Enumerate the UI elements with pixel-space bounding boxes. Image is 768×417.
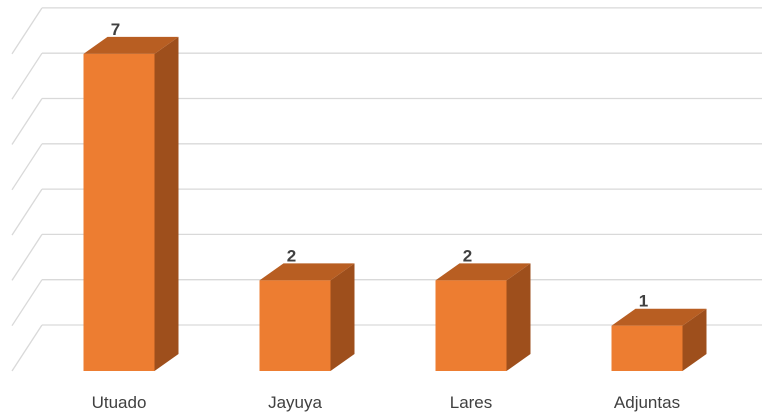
data-label: 2 (287, 246, 296, 265)
gridline-depth (11, 98, 43, 145)
bar (611, 308, 707, 371)
bars: 7 2 2 1 (83, 20, 707, 372)
category-label: Utuado (92, 393, 147, 412)
bar-top (83, 36, 179, 54)
bar (259, 263, 355, 371)
bar (435, 263, 531, 371)
gridline-depth (11, 52, 43, 100)
category-label: Lares (450, 393, 493, 412)
data-label: 7 (111, 20, 120, 39)
bar-front (83, 53, 155, 372)
bar-front (259, 280, 331, 371)
gridline-depth (11, 234, 43, 281)
bar-side (506, 263, 531, 371)
gridline-depth (11, 188, 43, 236)
bar-top (259, 263, 355, 281)
category-label: Jayuya (268, 393, 322, 412)
bar-front (435, 280, 507, 371)
bar (83, 36, 179, 372)
bar-side (682, 308, 707, 371)
bar-side (154, 36, 179, 372)
gridline-depth (11, 7, 43, 55)
gridline-depth (11, 143, 43, 191)
gridline-depth (11, 279, 43, 327)
category-labels: Utuado Jayuya Lares Adjuntas (92, 393, 681, 412)
data-label: 1 (639, 292, 648, 311)
data-label: 2 (463, 246, 472, 265)
bar-front (611, 325, 683, 371)
bar-side (330, 263, 355, 371)
gridline-depth (11, 324, 43, 372)
bar-top (435, 263, 531, 281)
category-label: Adjuntas (614, 393, 680, 412)
bar-top (611, 308, 707, 326)
